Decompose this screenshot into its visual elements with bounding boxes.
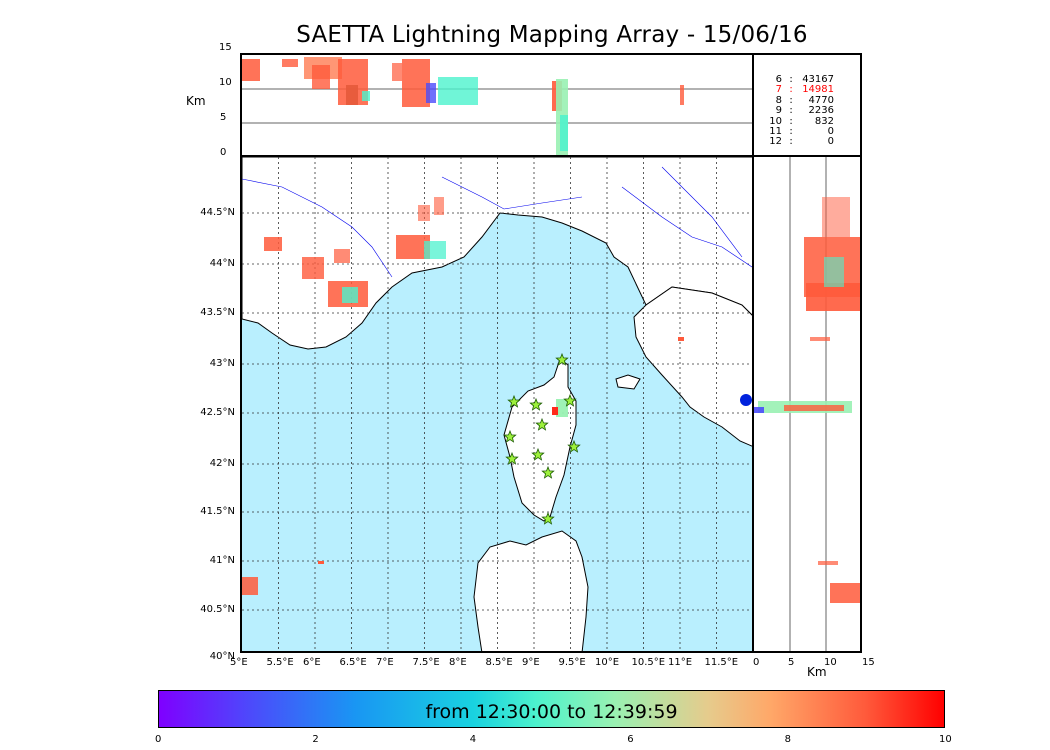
station-star — [503, 429, 517, 443]
longitude-tick: 11.5°E — [704, 657, 739, 668]
source-level: 7 — [775, 84, 782, 96]
source-count-table: 6:43167 7:14981 8:4770 9:2236 10:832 11:0 12:0 — [766, 74, 834, 148]
latitude-tick: 41°N — [209, 555, 235, 566]
source-level: 10 — [769, 115, 782, 127]
longitude-tick: 6°E — [303, 657, 321, 668]
source-level: 11 — [769, 126, 782, 138]
source-count-row: 6:43167 — [766, 74, 834, 85]
lma-stations — [503, 352, 581, 525]
altitude-latitude-plot — [754, 157, 860, 651]
station-star — [541, 511, 555, 525]
longitude-tick: 7.5°E — [412, 657, 440, 668]
longitude-tick: 9.5°E — [558, 657, 586, 668]
station-star — [507, 394, 521, 408]
source-level: 8 — [775, 94, 782, 106]
source-count-row: 11: 0 — [766, 126, 834, 138]
source-count: 4770 — [808, 94, 834, 106]
lightning-map — [242, 157, 752, 651]
latitude-tick: 40.5°N — [200, 604, 235, 615]
longitude-tick: 5.5°E — [266, 657, 294, 668]
source-count-row: 10: 832 — [766, 115, 834, 127]
top-y-tick: 15 — [219, 42, 232, 53]
top-y-tick: 5 — [220, 112, 227, 123]
source-count: 832 — [814, 115, 834, 127]
top-y-tick: 0 — [220, 147, 227, 158]
sardinia-island — [473, 530, 589, 651]
side-x-tick: 15 — [862, 657, 875, 668]
time-colorbar — [158, 690, 945, 728]
top-source-clusters — [242, 57, 684, 155]
source-count-row: 8: 4770 — [766, 94, 834, 106]
separator: : — [789, 105, 793, 117]
altitude-longitude-panel — [240, 53, 752, 157]
longitude-tick: 10.5°E — [631, 657, 666, 668]
colorbar-tick: 6 — [627, 734, 634, 745]
source-level: 6 — [775, 74, 782, 85]
station-star — [535, 417, 549, 431]
latitude-tick: 42.5°N — [200, 407, 235, 418]
separator: : — [789, 126, 793, 138]
side-x-tick: 0 — [753, 657, 760, 668]
station-star — [567, 439, 581, 453]
colorbar-tick: 8 — [784, 734, 791, 745]
source-level: 12 — [769, 136, 782, 148]
altitude-latitude-panel — [752, 157, 862, 653]
station-star — [563, 393, 577, 407]
separator: : — [789, 136, 793, 148]
longitude-tick: 5°E — [230, 657, 248, 668]
longitude-tick: 6.5°E — [339, 657, 367, 668]
station-star — [529, 397, 543, 411]
colorbar-tick: 0 — [155, 734, 162, 745]
altitude-longitude-plot — [242, 57, 752, 155]
map-source-clusters — [242, 197, 684, 595]
source-count: 0 — [827, 126, 834, 138]
longitude-tick: 8°E — [449, 657, 467, 668]
source-count-row: 7:14981 — [766, 84, 834, 96]
longitude-tick: 11°E — [668, 657, 693, 668]
separator: : — [789, 94, 793, 106]
latitude-tick: 43°N — [209, 358, 235, 369]
separator: : — [789, 74, 793, 85]
side-x-axis-label: Km — [807, 665, 827, 679]
source-count: 0 — [827, 136, 834, 148]
colorbar-tick: 2 — [312, 734, 319, 745]
source-count-panel: 6:43167 7:14981 8:4770 9:2236 10:832 11:0 12:0 — [752, 53, 862, 157]
side-x-tick: 5 — [788, 657, 795, 668]
source-count-row: 12: 0 — [766, 136, 834, 148]
source-count: 2236 — [808, 105, 834, 117]
latitude-tick: 44°N — [209, 258, 235, 269]
colorbar-tick: 10 — [939, 734, 952, 745]
latitude-tick: 40°N — [209, 651, 235, 662]
source-level: 9 — [775, 105, 782, 117]
map-graticule — [242, 157, 752, 651]
source-count: 43167 — [802, 74, 834, 85]
top-y-axis-label: Km — [186, 94, 206, 108]
lightning-map-panel — [240, 157, 752, 653]
separator: : — [789, 115, 793, 127]
station-star — [541, 465, 555, 479]
latitude-tick: 44.5°N — [200, 207, 235, 218]
top-y-tick: 10 — [219, 77, 232, 88]
longitude-tick: 7°E — [376, 657, 394, 668]
latitude-tick: 43.5°N — [200, 307, 235, 318]
source-count-row: 9: 2236 — [766, 105, 834, 117]
side-source-clusters — [754, 197, 860, 603]
colorbar-tick: 4 — [469, 734, 477, 745]
station-star — [531, 447, 545, 461]
longitude-tick: 8.5°E — [485, 657, 513, 668]
longitude-tick: 10°E — [595, 657, 620, 668]
latitude-tick: 42°N — [209, 458, 235, 469]
separator: : — [789, 84, 793, 96]
italy-coast — [633, 286, 752, 447]
time-range-label: from 12:30:00 to 12:39:59 — [425, 701, 678, 723]
station-star — [555, 352, 569, 366]
source-count: 14981 — [802, 84, 834, 96]
longitude-tick: 9°E — [522, 657, 540, 668]
latitude-tick: 41.5°N — [200, 506, 235, 517]
figure-title: SAETTA Lightning Mapping Array - 15/06/1… — [296, 22, 808, 48]
side-x-tick: 10 — [824, 657, 837, 668]
station-star — [505, 451, 519, 465]
